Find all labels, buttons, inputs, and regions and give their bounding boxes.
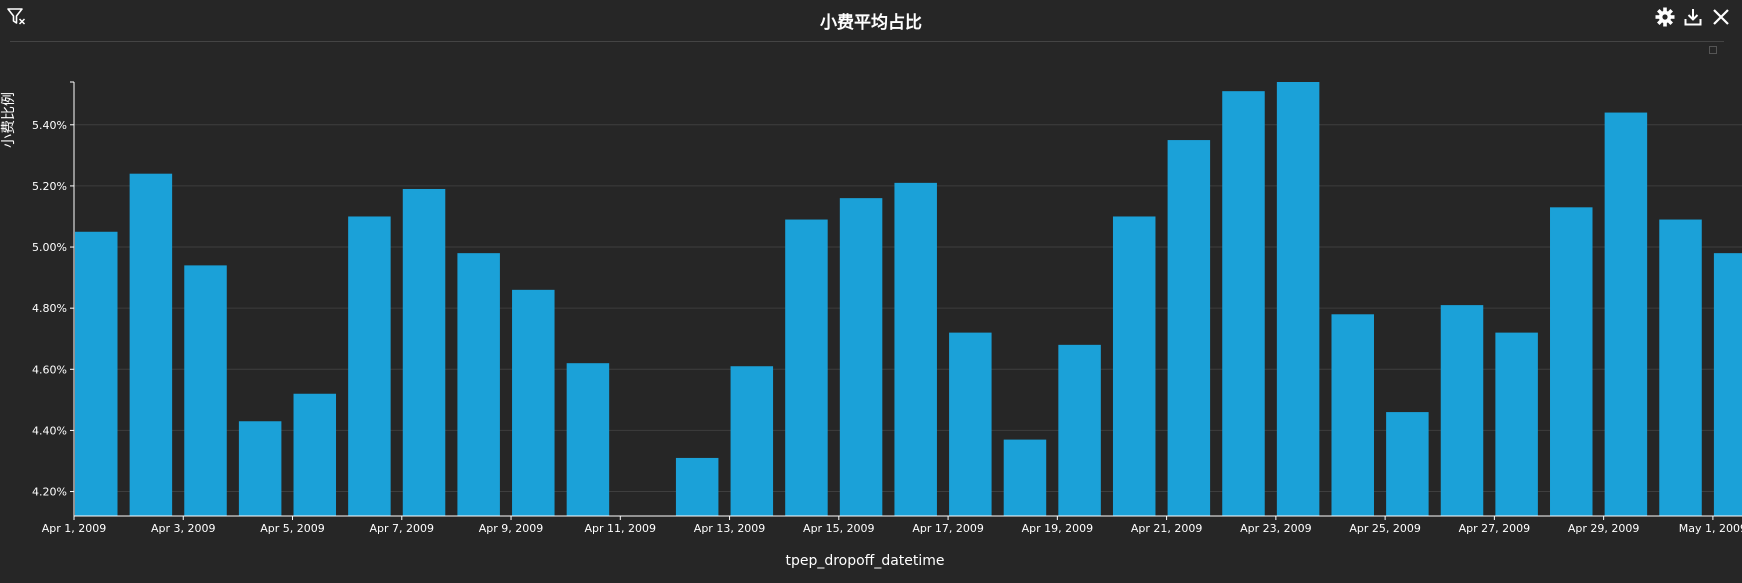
bar[interactable] bbox=[1713, 253, 1742, 517]
bar[interactable] bbox=[894, 182, 937, 516]
chart-title: 小费平均占比 bbox=[820, 13, 922, 33]
x-tick-label: Apr 11, 2009 bbox=[585, 522, 657, 535]
bar[interactable] bbox=[949, 332, 992, 516]
bar[interactable] bbox=[675, 457, 719, 516]
bar[interactable] bbox=[1550, 207, 1593, 516]
bar[interactable] bbox=[785, 219, 828, 516]
x-tick-label: Apr 29, 2009 bbox=[1568, 522, 1640, 535]
bar[interactable] bbox=[348, 216, 391, 516]
x-axis-label: tpep_dropoff_datetime bbox=[785, 553, 944, 569]
bar[interactable] bbox=[1495, 332, 1538, 516]
bar[interactable] bbox=[566, 363, 610, 516]
y-tick-label: 5.40% bbox=[32, 119, 67, 132]
bar[interactable] bbox=[1604, 112, 1648, 516]
bar[interactable] bbox=[512, 289, 555, 516]
y-tick-label: 4.40% bbox=[32, 424, 67, 437]
x-tick-label: Apr 7, 2009 bbox=[370, 522, 435, 535]
bar[interactable] bbox=[1003, 439, 1047, 516]
y-tick-label: 4.60% bbox=[32, 363, 67, 376]
bar[interactable] bbox=[1276, 82, 1320, 516]
x-tick-label: Apr 25, 2009 bbox=[1349, 522, 1421, 535]
x-tick-label: Apr 15, 2009 bbox=[803, 522, 875, 535]
x-tick-label: Apr 23, 2009 bbox=[1240, 522, 1312, 535]
y-axis-label: 小费比例 bbox=[1, 92, 17, 148]
x-tick-label: Apr 3, 2009 bbox=[151, 522, 216, 535]
bar[interactable] bbox=[1331, 314, 1374, 516]
filter-clear-icon[interactable] bbox=[6, 6, 28, 28]
panel-header: 小费平均占比 bbox=[0, 0, 1742, 42]
bar[interactable] bbox=[129, 173, 173, 517]
bar[interactable] bbox=[1386, 412, 1429, 516]
bar[interactable] bbox=[1112, 216, 1156, 516]
bar[interactable] bbox=[1440, 305, 1484, 516]
bar[interactable] bbox=[184, 265, 227, 516]
y-tick-label: 5.20% bbox=[32, 180, 67, 193]
bar[interactable] bbox=[293, 393, 337, 516]
x-tick-label: Apr 21, 2009 bbox=[1131, 522, 1203, 535]
bar[interactable] bbox=[1659, 219, 1702, 516]
bar[interactable] bbox=[1058, 344, 1101, 516]
bar[interactable] bbox=[457, 253, 500, 517]
x-tick-label: May 1, 2009 bbox=[1679, 522, 1742, 535]
bar[interactable] bbox=[75, 231, 118, 516]
bar[interactable] bbox=[402, 188, 446, 516]
bar[interactable] bbox=[1222, 91, 1265, 517]
x-tick-label: Apr 27, 2009 bbox=[1459, 522, 1531, 535]
bar[interactable] bbox=[238, 421, 282, 516]
x-tick-label: Apr 19, 2009 bbox=[1022, 522, 1094, 535]
x-tick-label: Apr 5, 2009 bbox=[260, 522, 325, 535]
bars bbox=[75, 82, 1742, 517]
bar[interactable] bbox=[839, 198, 883, 516]
y-tick-label: 4.20% bbox=[32, 486, 67, 499]
bar[interactable] bbox=[730, 366, 774, 516]
x-tick-label: Apr 13, 2009 bbox=[694, 522, 766, 535]
x-tick-label: Apr 1, 2009 bbox=[42, 522, 107, 535]
download-icon[interactable] bbox=[1682, 6, 1704, 28]
y-tick-label: 4.80% bbox=[32, 302, 67, 315]
resize-handle[interactable] bbox=[1709, 46, 1717, 54]
header-divider bbox=[10, 41, 1724, 42]
x-tick-label: Apr 17, 2009 bbox=[912, 522, 984, 535]
gear-icon[interactable] bbox=[1654, 6, 1676, 28]
close-icon[interactable] bbox=[1710, 6, 1732, 28]
bar[interactable] bbox=[1167, 140, 1211, 516]
y-tick-label: 5.00% bbox=[32, 241, 67, 254]
x-tick-label: Apr 9, 2009 bbox=[479, 522, 544, 535]
axes: 4.20% 4.40% 4.60% 4.80% 5.00% 5.20% 5.40% Apr 1… bbox=[32, 81, 1742, 535]
